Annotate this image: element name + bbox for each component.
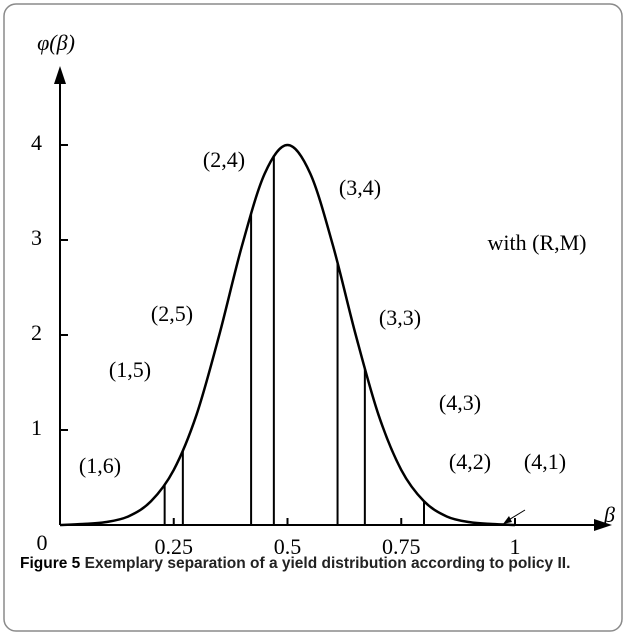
region-label: (3,4): [339, 175, 381, 200]
region-label: with (R,M): [488, 230, 587, 255]
region-label: (2,4): [203, 147, 245, 172]
x-axis-label: β: [603, 502, 615, 527]
region-label: (4,1): [524, 449, 566, 474]
x-tick-label: 0.5: [274, 534, 302, 559]
caption: Figure 5 Exemplary separation of a yield…: [20, 552, 608, 575]
x-tick-label: 0: [37, 530, 48, 555]
y-tick-label: 3: [31, 225, 42, 250]
region-label: (1,5): [109, 357, 151, 382]
region-label: (2,5): [151, 301, 193, 326]
x-tick-label: 0.75: [382, 534, 421, 559]
frame: [3, 3, 623, 632]
density-curve: [59, 143, 516, 527]
caption-label: Figure 5: [20, 555, 81, 572]
region-label: (4,3): [439, 390, 481, 415]
region-label: (1,6): [79, 453, 121, 478]
y-tick-label: 4: [31, 130, 42, 155]
x-tick-label: 0.25: [155, 534, 194, 559]
pointer-head: [503, 516, 512, 524]
region-label: (3,3): [379, 305, 421, 330]
region-label: (4,2): [449, 449, 491, 474]
y-tick-label: 1: [31, 415, 42, 440]
x-tick-label: 1: [510, 534, 521, 559]
y-axis-label: φ(β): [37, 30, 75, 55]
y-tick-label: 2: [31, 320, 42, 345]
y-arrow: [54, 66, 66, 84]
caption-text: Exemplary separation of a yield distribu…: [84, 555, 571, 572]
x-arrow: [594, 519, 612, 531]
